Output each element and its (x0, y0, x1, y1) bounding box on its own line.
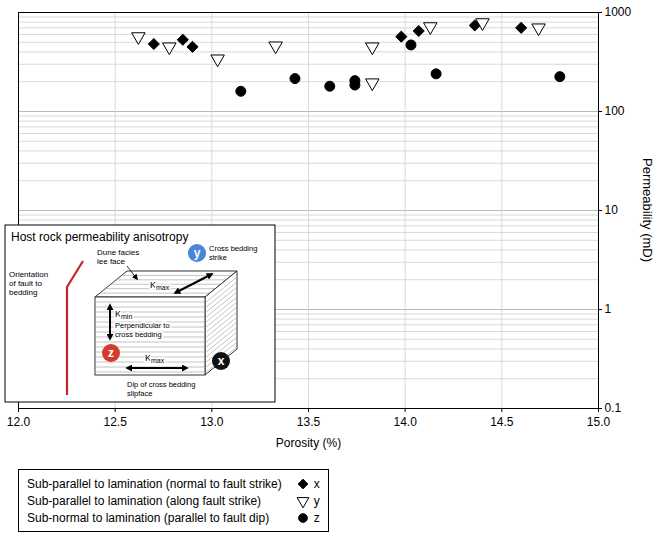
svg-text:slipface: slipface (127, 389, 152, 398)
svg-text:Dip of cross bedding: Dip of cross bedding (127, 380, 195, 389)
svg-text:Perpendicular to: Perpendicular to (115, 321, 170, 330)
svg-text:z: z (108, 346, 114, 360)
html-text:Sub-parallel to lamination (al: Sub-parallel to lamination (along fault … (27, 493, 262, 508)
html-text:Sub-normal to lamination (para: Sub-normal to lamination (parallel to fa… (27, 510, 270, 525)
svg-text:15.0: 15.0 (587, 415, 611, 429)
svg-text:cross bedding: cross bedding (115, 330, 162, 339)
svg-text:x: x (218, 354, 225, 368)
svg-text:Cross bedding: Cross bedding (209, 244, 257, 253)
svg-text:lee face: lee face (97, 257, 126, 266)
html-text:Sub-parallel to lamination (no: Sub-parallel to lamination (normal to fa… (27, 476, 282, 491)
html-text:y: y (313, 493, 320, 508)
svg-text:12.0: 12.0 (7, 415, 31, 429)
svg-text:Orientation: Orientation (9, 270, 48, 279)
svg-text:bedding: bedding (9, 288, 37, 297)
svg-text:Permeability (mD): Permeability (mD) (640, 158, 655, 262)
html-text:z: z (313, 510, 320, 525)
svg-text:1000: 1000 (605, 5, 632, 19)
svg-text:Porosity (%): Porosity (%) (276, 436, 341, 450)
svg-text:of fault to: of fault to (9, 279, 42, 288)
svg-text:1: 1 (605, 302, 612, 316)
svg-text:14.5: 14.5 (490, 415, 514, 429)
html-text:x: x (313, 476, 320, 491)
svg-text:Kmax: Kmax (145, 353, 165, 364)
svg-text:strike: strike (209, 253, 227, 262)
svg-text:100: 100 (605, 104, 625, 118)
svg-text:13.0: 13.0 (200, 415, 224, 429)
svg-text:Dune facies: Dune facies (97, 248, 139, 257)
svg-text:12.5: 12.5 (103, 415, 127, 429)
svg-text:10: 10 (605, 203, 619, 217)
svg-text:Host rock permeability anisotr: Host rock permeability anisotropy (11, 230, 188, 244)
svg-text:0.1: 0.1 (605, 401, 622, 415)
svg-text:Kmin: Kmin (115, 309, 132, 320)
svg-text:14.0: 14.0 (393, 415, 417, 429)
svg-text:y: y (194, 246, 201, 260)
svg-text:Kmax: Kmax (150, 280, 170, 291)
svg-text:13.5: 13.5 (297, 415, 321, 429)
